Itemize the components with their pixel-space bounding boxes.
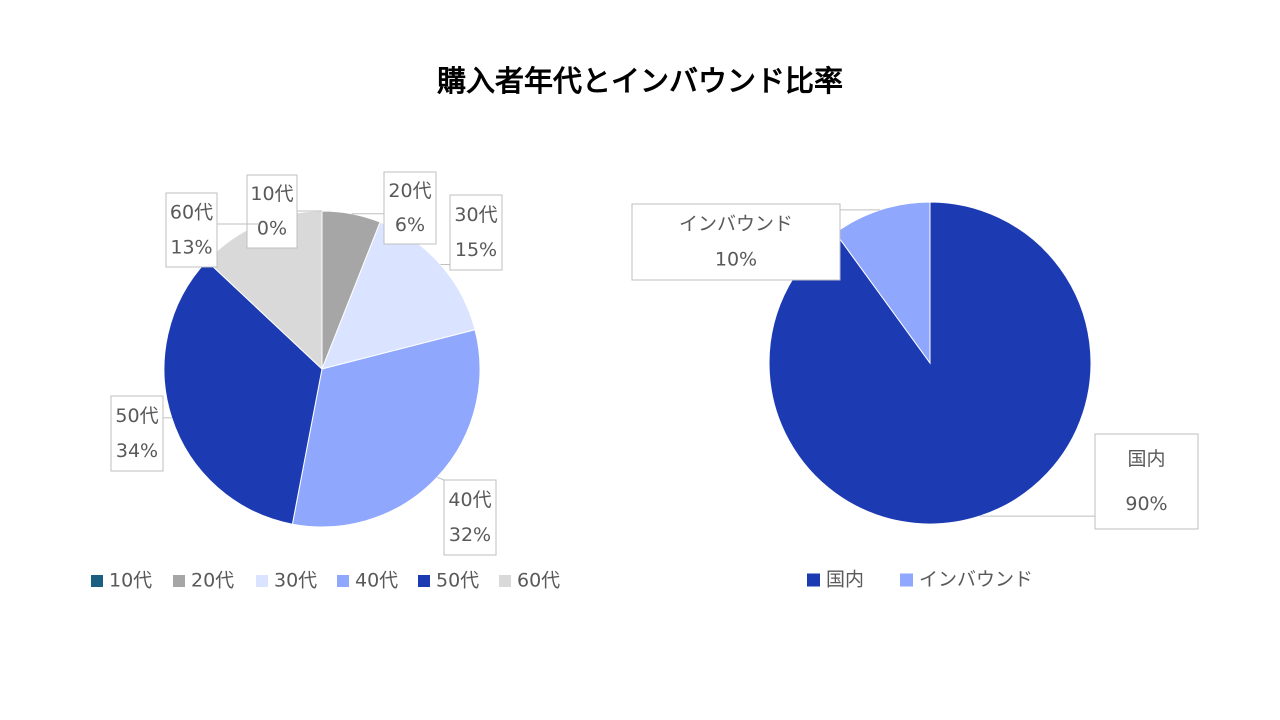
data-label-category: 10代 [250, 183, 293, 205]
data-label-category: 20代 [388, 180, 431, 202]
leader-line [436, 476, 445, 481]
data-label-box [1094, 433, 1199, 530]
data-label-box [631, 203, 841, 281]
legend-marker [418, 575, 430, 587]
legend-label: 30代 [274, 570, 317, 592]
legend-label: 40代 [355, 570, 398, 592]
legend-marker [807, 573, 820, 587]
data-label-category: 40代 [448, 489, 491, 511]
legend-marker [900, 573, 913, 587]
data-label-value: 15% [455, 239, 497, 261]
legend-marker [91, 575, 103, 587]
pie-slice [291, 329, 481, 528]
data-label-value: 90% [1125, 493, 1167, 515]
data-label-box [443, 479, 497, 556]
legend-marker [173, 575, 185, 587]
legend-label: インバウンド [919, 569, 1033, 591]
legend-marker [256, 575, 268, 587]
pie-slice [163, 260, 323, 525]
legend-label: 50代 [436, 570, 479, 592]
legend-marker [499, 575, 511, 587]
data-label-box [449, 194, 503, 271]
legend-label: 国内 [826, 569, 864, 591]
data-label-value: 6% [395, 214, 425, 236]
data-label-box [383, 171, 437, 245]
data-label-category: インバウンド [679, 213, 793, 235]
legend-marker [337, 575, 349, 587]
data-label-value: 32% [449, 524, 491, 546]
legend-label: 20代 [191, 570, 234, 592]
data-label-value: 13% [170, 236, 212, 258]
legend-label: 60代 [517, 570, 560, 592]
data-label-value: 0% [257, 218, 287, 240]
data-label-value: 10% [715, 249, 757, 271]
data-label-category: 60代 [170, 201, 213, 223]
data-label-value: 34% [116, 440, 158, 462]
data-label-category: 30代 [454, 204, 497, 226]
data-label-box [246, 174, 298, 249]
legend-label: 10代 [109, 570, 152, 592]
data-label-category: 国内 [1127, 448, 1165, 470]
slide-title: 購入者年代とインバウンド比率 [437, 64, 843, 98]
data-label-box [110, 395, 164, 472]
data-label-category: 50代 [115, 405, 158, 427]
data-label-box [165, 192, 218, 268]
